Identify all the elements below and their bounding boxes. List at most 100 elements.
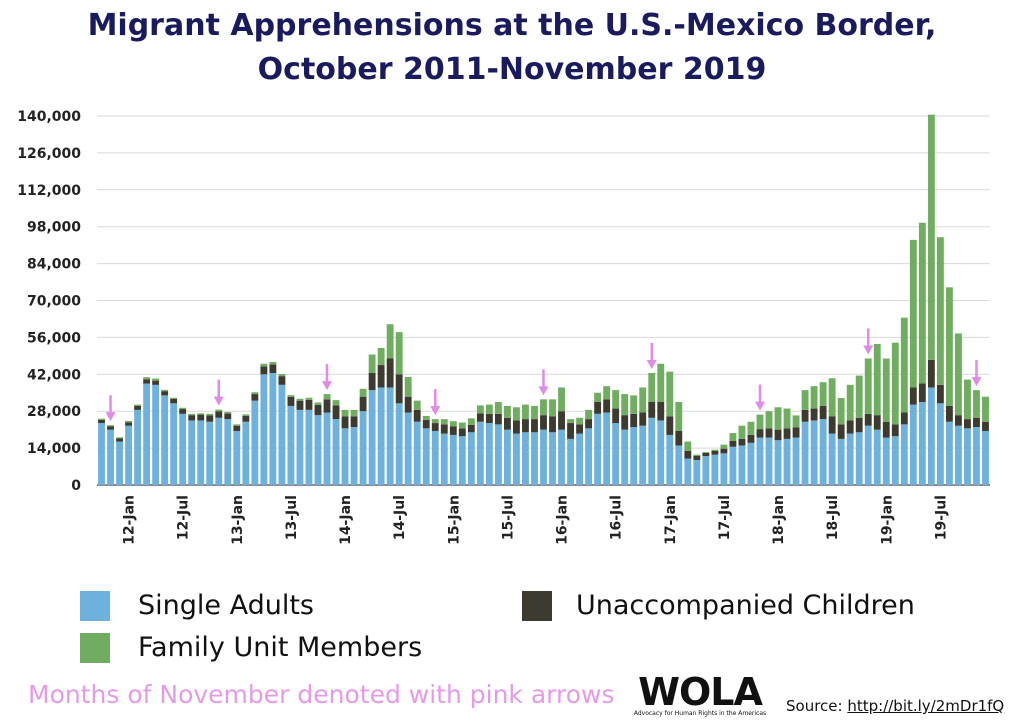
bar-unaccompanied-children [422,419,430,429]
bar-unaccompanied-children [152,380,160,385]
y-tick-label: 112,000 [17,183,81,199]
bar-unaccompanied-children [531,419,538,433]
bar-single-adults [359,411,367,485]
bar-family-unit-members [458,422,466,429]
x-tick-label: 19-Jan [879,495,895,545]
bar-unaccompanied-children [955,415,962,426]
bar-family-unit-members [134,404,142,406]
bar-family-unit-members [98,418,105,420]
bar-unaccompanied-children [738,438,746,446]
bar-family-unit-members [882,358,890,422]
bar-unaccompanied-children [278,376,286,385]
bar-single-adults [215,417,223,485]
bar-family-unit-members [260,363,268,367]
bar-single-adults [440,433,448,485]
bar-unaccompanied-children [224,413,232,420]
bar-family-unit-members [639,387,647,413]
bar-family-unit-members [143,377,151,380]
x-tick-label: 14-Jan [338,495,354,545]
november-arrows-note: Months of November denoted with pink arr… [28,680,615,709]
bar-single-adults [179,413,187,485]
bar-family-unit-members [864,358,872,414]
bar-unaccompanied-children [395,374,403,404]
bar-family-unit-members [215,409,223,412]
november-arrow [646,342,657,369]
bar-unaccompanied-children [801,409,809,422]
bar-unaccompanied-children [783,428,791,439]
bar-single-adults [332,419,340,485]
bar-family-unit-members [323,394,331,400]
november-arrow [538,369,549,396]
bar-family-unit-members [612,390,620,409]
bar-family-unit-members [350,409,358,417]
bar-family-unit-members [846,384,854,421]
bar-single-adults [350,427,358,485]
bar-family-unit-members [152,378,160,381]
bar-unaccompanied-children [233,425,241,431]
bar-family-unit-members [585,409,593,420]
bar-family-unit-members [576,417,584,425]
bar-single-adults [134,409,142,485]
november-arrow [863,328,874,355]
bar-family-unit-members [936,237,944,385]
bar-single-adults [404,412,412,485]
bar-single-adults [476,421,484,485]
bar-family-unit-members [945,287,953,406]
bar-single-adults [161,395,169,485]
y-tick-label: 98,000 [27,220,81,236]
bar-single-adults [982,430,989,485]
bar-family-unit-members [467,418,475,425]
bar-single-adults [531,432,538,485]
x-tick-label: 17-Jan [663,495,679,545]
bar-single-adults [224,419,232,485]
bar-single-adults [540,429,547,485]
bar-family-unit-members [540,399,547,416]
wola-logo: WOLA Advocacy for Human Rights in the Am… [626,672,774,722]
chart-title: Migrant Apprehensions at the U.S.-Mexico… [0,4,1024,92]
bar-unaccompanied-children [891,424,899,437]
x-tick-label: 15-Jul [500,495,516,540]
bar-single-adults [738,445,746,485]
x-tick-label: 18-Jan [771,495,787,545]
bar-single-adults [522,432,529,485]
x-tick-label: 17-Jul [717,495,733,540]
bar-single-adults [431,430,439,485]
bar-single-adults [458,436,466,485]
bar-single-adults [810,420,818,485]
bar-unaccompanied-children [639,412,647,426]
bar-single-adults [657,420,665,485]
y-tick-label: 28,000 [27,404,81,420]
bar-unaccompanied-children [513,420,520,434]
legend-swatch-family-unit-members [80,632,110,663]
bar-family-unit-members [801,390,809,410]
bar-single-adults [909,404,917,485]
bar-family-unit-members [395,332,403,375]
bar-single-adults [413,421,421,485]
bar-single-adults [612,423,620,485]
bar-family-unit-members [513,407,520,421]
bar-single-adults [296,409,304,485]
bar-family-unit-members [386,324,394,359]
source-link[interactable]: http://bit.ly/2mDr1fQ [847,697,1005,715]
bar-family-unit-members [206,413,214,416]
bar-single-adults [314,415,322,485]
y-tick-label: 84,000 [27,257,81,273]
x-tick-label: 16-Jan [555,495,571,545]
bar-unaccompanied-children [287,396,295,406]
bar-single-adults [891,436,899,485]
bar-single-adults [386,387,394,485]
bar-unaccompanied-children [332,405,340,420]
bar-unaccompanied-children [612,408,620,424]
bar-unaccompanied-children [855,417,863,433]
bar-single-adults [900,424,908,485]
bar-single-adults [756,437,764,485]
bar-family-unit-members [973,390,980,418]
bar-family-unit-members [251,392,259,395]
bar-single-adults [729,446,737,485]
bar-family-unit-members [476,405,484,414]
bar-single-adults [855,432,863,485]
bar-single-adults [197,420,205,485]
x-tick-label: 12-Jan [122,495,138,545]
y-tick-label: 140,000 [17,109,81,125]
bar-family-unit-members [440,419,448,425]
